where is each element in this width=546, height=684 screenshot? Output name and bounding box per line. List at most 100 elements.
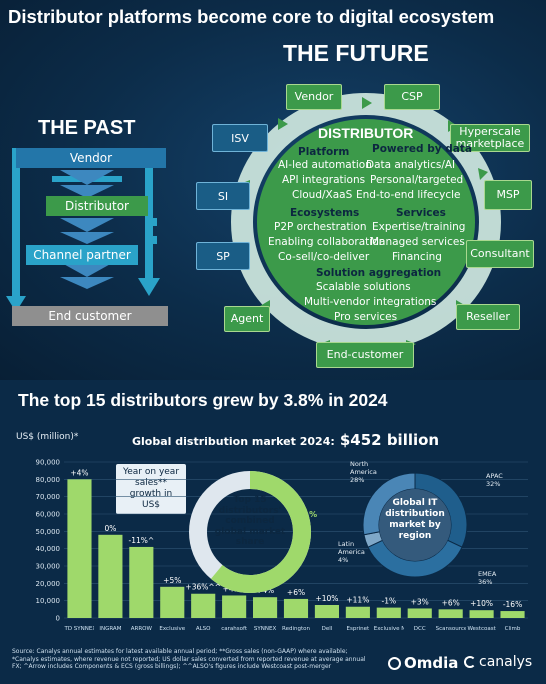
bar-growth-label: +6%: [442, 598, 460, 607]
services-heading: Services: [396, 207, 446, 219]
bar-arrow: [129, 546, 154, 618]
logo-td-synnex: TD SYNNEX: [64, 626, 95, 632]
bar-also: [191, 593, 216, 618]
bar-dcc: [407, 608, 432, 618]
bar-carahsoft: [222, 595, 247, 618]
past-end-customer-box: End customer: [12, 306, 168, 326]
solution-item-2: Multi-vendor integrations: [304, 296, 437, 308]
logo-dcc: DCC: [413, 626, 426, 632]
region-name: APAC: [486, 472, 503, 480]
bar-synnex: [253, 597, 278, 618]
node-reseller: Reseller: [456, 304, 520, 330]
eco-item-1: P2P orchestration: [274, 221, 367, 233]
past-heading: THE PAST: [38, 117, 136, 139]
source-note: Source: Canalys annual estimates for lat…: [12, 648, 366, 670]
past-channel-partner-box: Channel partner: [26, 245, 138, 265]
canalys-brand: canalys: [479, 654, 533, 670]
logo-scansource: Scansource: [435, 626, 466, 632]
bar-growth-label: +4%: [70, 468, 88, 477]
region-pct: 28%: [350, 476, 365, 484]
distributor-chart-panel: The top 15 distributors grew by 3.8% in …: [0, 380, 546, 684]
solution-heading: Solution aggregation: [316, 267, 442, 279]
platform-item-1: AI-led automation: [278, 159, 372, 171]
bar-scansource: [438, 609, 463, 618]
services-item-3: Financing: [392, 251, 442, 263]
region-pct: 32%: [486, 480, 501, 488]
future-heading: THE FUTURE: [283, 40, 429, 66]
yoy-note: Year on year sales** growth in US$: [116, 464, 186, 514]
platform-heading: Platform: [298, 146, 350, 158]
node-agent: Agent: [224, 306, 270, 332]
region-north-america: North America 28%: [350, 460, 384, 484]
canalys-icon: [464, 656, 476, 668]
data-heading: Powered by data: [372, 143, 472, 155]
logo-exclusive-networks: Exclusive Networks: [373, 626, 404, 632]
bar-growth-label: +5%: [163, 576, 181, 585]
solution-item-1: Scalable solutions: [316, 281, 411, 293]
region-name: Latin America: [338, 540, 365, 556]
logo-synnex: SYNNEX: [253, 626, 277, 632]
bar-growth-label: 0%: [104, 524, 116, 533]
past-distributor-box: Distributor: [46, 196, 148, 216]
bar-growth-label: -1%: [381, 597, 396, 606]
bar-growth-label: +10%: [470, 599, 493, 608]
platform-item-3: Cloud/XaaS: [292, 189, 353, 201]
bar-esprinet: [345, 606, 370, 618]
region-name: North America: [350, 460, 377, 476]
node-csp: CSP: [384, 84, 440, 110]
solution-item-3: Pro services: [334, 311, 398, 323]
omdia-icon: [388, 656, 401, 670]
omdia-brand: Omdia: [404, 654, 459, 672]
past-flow-arrows: [6, 148, 160, 312]
services-item-2: Managed services: [370, 236, 465, 248]
services-item-1: Expertise/training: [372, 221, 466, 233]
node-isv: ISV: [212, 124, 268, 152]
y-tick-label: 70,000: [36, 493, 61, 501]
node-msp: MSP: [484, 180, 532, 210]
logo-esprinet: Esprinet: [346, 626, 370, 632]
y-tick-label: 80,000: [36, 476, 61, 484]
bar-growth-label: -16%: [503, 600, 522, 609]
past-vendor-box: Vendor: [16, 148, 166, 168]
node-si: SI: [196, 182, 250, 210]
distributor-ring: [231, 93, 501, 351]
bar-growth-label: +11%: [346, 596, 369, 605]
y-tick-label: 60,000: [36, 511, 61, 519]
node-sp: SP: [196, 242, 250, 270]
logo-redington: Redington: [282, 626, 310, 632]
future-diagram-panel: Distributor platforms become core to dig…: [0, 0, 546, 380]
market-value: $452 billion: [339, 431, 440, 449]
bar-westcoast: [469, 610, 494, 618]
market-label: Global distribution market 2024: $452 bi…: [132, 430, 439, 449]
logo-dell: Dell: [321, 626, 333, 632]
ecosystems-heading: Ecosystems: [290, 207, 360, 219]
region-pct: 4%: [338, 556, 349, 564]
market-share-donut: [189, 471, 311, 593]
market-share-donut-label: Top 15 distributors' combined global mar…: [214, 495, 286, 547]
node-end-customer: End-customer: [316, 342, 414, 368]
node-vendor: Vendor: [286, 84, 342, 110]
data-item-2: Personal/targeted: [370, 174, 464, 186]
bar-dell: [314, 605, 339, 618]
logo-ingram: INGRAM: [99, 626, 122, 632]
bar-exclusive: [160, 586, 185, 618]
logo-arrow: ARROW: [130, 626, 152, 632]
logo-climb: Climb: [504, 626, 521, 632]
node-consultant: Consultant: [466, 240, 534, 268]
core-title: DISTRIBUTOR: [318, 125, 414, 141]
node-hyperscale-marketplace: Hyperscale marketplace: [450, 124, 530, 152]
logo-also: ALSO: [195, 626, 211, 632]
region-donut: [362, 472, 468, 578]
platform-item-2: API integrations: [282, 174, 366, 186]
bar-growth-label: +6%: [287, 588, 305, 597]
y-tick-label: 0: [56, 615, 60, 623]
y-axis-label: US$ (million)*: [16, 432, 79, 442]
y-tick-label: 90,000: [36, 459, 61, 467]
region-name: EMEA: [478, 570, 497, 578]
page-title: Distributor platforms become core to dig…: [8, 6, 495, 27]
region-latin-america: Latin America 4%: [338, 540, 372, 564]
chart-section-heading: The top 15 distributors grew by 3.8% in …: [18, 390, 388, 410]
y-tick-label: 20,000: [36, 580, 61, 588]
region-pct: 36%: [478, 578, 493, 586]
market-share-value: 61%: [298, 510, 318, 519]
